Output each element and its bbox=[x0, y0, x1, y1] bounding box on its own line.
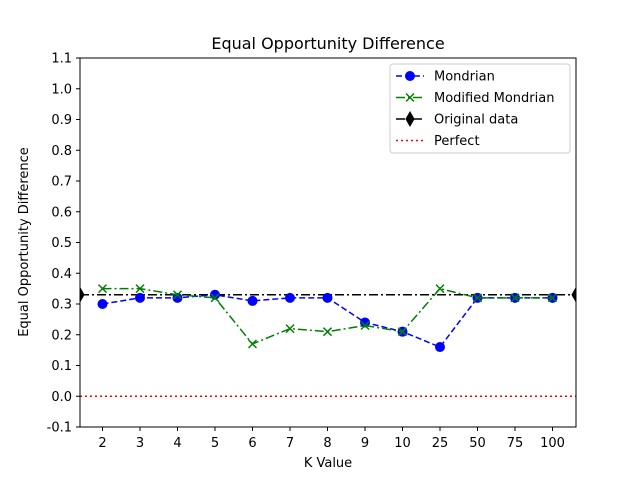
y-tick-label: 0.9 bbox=[51, 113, 72, 128]
modified-mondrian-point-8-stroke-b bbox=[322, 327, 333, 337]
modified-mondrian-point-5-stroke-b bbox=[210, 293, 220, 303]
mondrian-point-7 bbox=[285, 292, 295, 303]
y-tick-label: 0.0 bbox=[51, 390, 72, 405]
modified-mondrian-point-75-stroke-b bbox=[510, 293, 520, 303]
legend: Mondrian Modified Mondrian Original data Pe… bbox=[389, 63, 571, 154]
y-axis-label: Equal Opportunity Difference bbox=[17, 147, 32, 337]
modified-mondrian-point-50 bbox=[472, 293, 483, 303]
y-tick-label: 0.2 bbox=[51, 328, 72, 343]
x-tick-label: 2 bbox=[98, 436, 106, 451]
x-tick-label: 5 bbox=[211, 436, 219, 451]
legend-entry-original-data: Original data bbox=[396, 110, 518, 128]
original-data-marker-end bbox=[571, 286, 576, 303]
modified-mondrian-point-5 bbox=[210, 293, 220, 303]
x-tick-label: 75 bbox=[507, 436, 524, 451]
legend-label-perfect: Perfect bbox=[434, 134, 480, 149]
legend-marker-modified-mondrian-stroke-b bbox=[405, 92, 415, 103]
modified-mondrian-point-4-stroke-b bbox=[172, 290, 183, 300]
x-tick-label: 8 bbox=[323, 436, 331, 451]
original-data-marker-start bbox=[80, 286, 85, 303]
mondrian-point-3 bbox=[135, 292, 145, 303]
x-tick-label: 50 bbox=[469, 436, 486, 451]
legend-label-modified-mondrian: Modified Mondrian bbox=[434, 91, 554, 106]
legend-marker-original-data bbox=[405, 110, 415, 128]
legend-entry-modified-mondrian: Modified Mondrian bbox=[396, 91, 554, 106]
modified-mondrian-point-8 bbox=[322, 327, 333, 337]
modified-mondrian-point-75 bbox=[510, 293, 520, 303]
legend-marker-mondrian bbox=[405, 71, 415, 81]
x-tick-label: 7 bbox=[286, 436, 294, 451]
y-tick-label: 0.6 bbox=[51, 205, 72, 220]
modified-mondrian-point-25-stroke-b bbox=[435, 284, 445, 294]
x-tick-label: 4 bbox=[173, 436, 181, 451]
y-tick-label: -0.1 bbox=[47, 421, 72, 436]
y-tick-label: 0.3 bbox=[51, 298, 72, 313]
modified-mondrian-point-9-stroke-b bbox=[360, 320, 370, 331]
mondrian-point-2 bbox=[97, 299, 108, 309]
modified-mondrian-point-50-stroke-b bbox=[472, 293, 483, 303]
modified-mondrian-point-7 bbox=[285, 324, 295, 334]
legend-box bbox=[389, 63, 571, 154]
mondrian-point-4 bbox=[172, 292, 183, 303]
y-tick-label: 0.5 bbox=[51, 236, 72, 251]
modified-mondrian-point-3 bbox=[135, 284, 145, 294]
y-tick-label: 0.7 bbox=[51, 175, 72, 190]
modified-mondrian-point-2-stroke-b bbox=[97, 284, 108, 294]
legend-label-mondrian: Mondrian bbox=[434, 70, 495, 85]
modified-mondrian-point-2 bbox=[97, 284, 108, 294]
y-tick-label: 0.4 bbox=[51, 267, 72, 282]
legend-entry-mondrian: Mondrian bbox=[396, 70, 495, 85]
x-axis-label: K Value bbox=[304, 456, 352, 471]
modified-mondrian-point-7-stroke-b bbox=[285, 324, 295, 334]
legend-marker-modified-mondrian bbox=[405, 92, 415, 103]
x-tick-label: 9 bbox=[361, 436, 369, 451]
chart-title: Equal Opportunity Difference bbox=[211, 34, 444, 53]
mondrian-point-25 bbox=[435, 342, 445, 353]
y-tick-label: 1.1 bbox=[51, 52, 72, 67]
x-tick-label: 25 bbox=[432, 436, 449, 451]
y-axis-ticks: -0.1 0.0 0.1 0.2 0.3 0.4 0.5 0.6 0.7 0.8 0.9 1.0 1.1 bbox=[47, 52, 80, 436]
legend-entry-perfect: Perfect bbox=[396, 134, 480, 149]
x-tick-label: 10 bbox=[394, 436, 411, 451]
mondrian-point-8 bbox=[322, 292, 333, 303]
modified-mondrian-point-25 bbox=[435, 284, 445, 294]
mondrian-point-9 bbox=[360, 317, 370, 328]
plot-area bbox=[80, 284, 576, 397]
x-axis-ticks: 2 3 4 5 6 7 8 9 10 25 50 75 100 bbox=[98, 427, 565, 451]
modified-mondrian-point-10-stroke-b bbox=[397, 327, 408, 337]
modified-mondrian-point-6-stroke-b bbox=[247, 339, 258, 349]
y-tick-label: 0.8 bbox=[51, 144, 72, 159]
modified-mondrian-point-9 bbox=[360, 320, 370, 331]
modified-mondrian-point-100 bbox=[547, 293, 558, 303]
mondrian-point-6 bbox=[247, 295, 258, 306]
modified-mondrian-point-6 bbox=[247, 339, 258, 349]
modified-mondrian-point-3-stroke-b bbox=[135, 284, 145, 294]
y-tick-label: 1.0 bbox=[51, 82, 72, 97]
legend-label-original-data: Original data bbox=[434, 113, 518, 128]
modified-mondrian-point-4 bbox=[172, 290, 183, 300]
modified-mondrian-point-100-stroke-b bbox=[547, 293, 558, 303]
x-tick-label: 6 bbox=[248, 436, 256, 451]
modified-mondrian-point-10 bbox=[397, 327, 408, 337]
y-tick-label: 0.1 bbox=[51, 359, 72, 374]
x-tick-label: 100 bbox=[540, 436, 565, 451]
x-tick-label: 3 bbox=[136, 436, 144, 451]
